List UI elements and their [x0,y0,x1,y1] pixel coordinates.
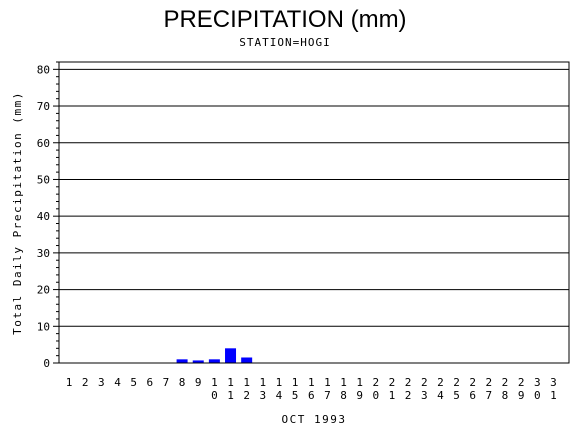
x-tick-label-day-19: 9 [356,389,363,402]
x-tick-label-day-7: 7 [163,376,170,389]
chart-title: PRECIPITATION (mm) [163,6,407,33]
bars [176,348,253,363]
x-tick-label-day-11: 1 [227,376,234,389]
x-tick-label-day-14: 4 [276,389,283,402]
y-tick-label: 70 [37,100,50,113]
x-tick-label-day-22: 2 [405,389,412,402]
y-tick-label: 60 [37,137,50,150]
x-tick-label-day-29: 2 [518,376,525,389]
x-tick-label-day-19: 1 [356,376,363,389]
x-tick-label-day-1: 1 [66,376,73,389]
y-tick-label: 20 [37,284,50,297]
x-tick-label-day-24: 4 [437,389,444,402]
bar-day-9 [192,360,204,363]
x-tick-label-day-9: 9 [195,376,202,389]
x-tick-label-day-16: 6 [308,389,315,402]
y-axis-label: Total Daily Precipitation (mm) [11,91,24,335]
x-tick-label-day-13: 1 [260,376,267,389]
y-tick-label: 80 [37,63,50,76]
x-tick-label-day-27: 2 [486,376,493,389]
y-tick-label: 0 [43,357,50,370]
x-axis-label: OCT 1993 [282,413,347,426]
axes [53,61,570,364]
x-tick-label-day-23: 3 [421,389,428,402]
x-tick-label-day-12: 2 [243,389,250,402]
x-tick-label-day-6: 6 [146,376,153,389]
x-tick-label-day-30: 0 [534,389,541,402]
chart-subtitle: STATION=HOGI [239,36,331,49]
x-tick-label-day-17: 7 [324,389,331,402]
bar-day-8 [176,359,188,363]
x-tick-label-day-15: 5 [292,389,299,402]
x-tick-label-day-3: 3 [98,376,105,389]
x-tick-label-day-22: 2 [405,376,412,389]
x-tick-label-day-4: 4 [114,376,121,389]
x-tick-label-day-16: 1 [308,376,315,389]
x-tick-label-day-20: 0 [373,389,380,402]
x-tick-label-day-23: 2 [421,376,428,389]
y-tick-labels: 0 10 20 30 40 50 60 70 80 [37,63,50,370]
x-tick-label-day-31: 3 [550,376,557,389]
x-tick-label-day-30: 3 [534,376,541,389]
x-tick-label-day-24: 2 [437,376,444,389]
bar-day-12 [241,357,253,363]
x-tick-label-day-10: 0 [211,389,218,402]
x-tick-label-day-27: 7 [486,389,493,402]
x-tick-label-day-10: 1 [211,376,218,389]
grid-lines [59,68,569,327]
bar-day-11 [225,348,237,363]
x-tick-label-day-14: 1 [276,376,283,389]
x-tick-label-day-15: 1 [292,376,299,389]
x-tick-label-day-26: 6 [469,389,476,402]
x-tick-label-day-18: 8 [340,389,347,402]
x-tick-label-day-5: 5 [130,376,137,389]
x-tick-label-day-11: 1 [227,389,234,402]
y-tick-label: 40 [37,210,50,223]
x-tick-labels: 1 2 3 4 5 6 7 8 9 1011121314151617181920212223242… [66,376,557,402]
x-tick-label-day-8: 8 [179,376,186,389]
plot-frame [58,61,570,364]
x-tick-label-day-17: 1 [324,376,331,389]
x-tick-label-day-25: 2 [453,376,460,389]
x-tick-label-day-20: 2 [373,376,380,389]
x-tick-label-day-21: 1 [389,389,396,402]
x-tick-label-day-13: 3 [260,389,267,402]
x-tick-label-day-18: 1 [340,376,347,389]
x-tick-label-day-26: 2 [469,376,476,389]
x-tick-label-day-25: 5 [453,389,460,402]
x-tick-label-day-21: 2 [389,376,396,389]
x-tick-label-day-31: 1 [550,389,557,402]
x-tick-label-day-28: 8 [502,389,509,402]
y-tick-label: 30 [37,247,50,260]
x-tick-label-day-12: 1 [243,376,250,389]
y-tick-label: 10 [37,320,50,333]
x-tick-label-day-29: 9 [518,389,525,402]
x-tick-label-day-28: 2 [502,376,509,389]
y-tick-label: 50 [37,173,50,186]
x-tick-label-day-2: 2 [82,376,89,389]
bar-day-10 [208,359,220,363]
